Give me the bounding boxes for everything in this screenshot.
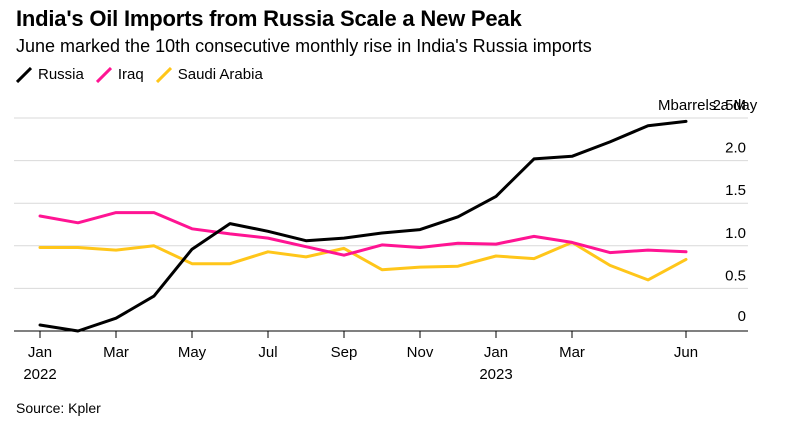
chart-legend: Russia Iraq Saudi Arabia bbox=[16, 66, 275, 83]
x-tick-label: Mar bbox=[103, 344, 129, 361]
legend-label-iraq: Iraq bbox=[117, 66, 144, 83]
x-tick-label: Sep bbox=[331, 344, 358, 361]
x-tick-label: Jul bbox=[258, 344, 277, 361]
chart-title: India's Oil Imports from Russia Scale a … bbox=[16, 6, 522, 31]
x-tick-label: May bbox=[178, 344, 207, 361]
y-tick-label: 1.5 bbox=[725, 182, 746, 199]
chart-subtitle: June marked the 10th consecutive monthly… bbox=[16, 36, 592, 56]
legend-label-saudi-arabia: Saudi Arabia bbox=[177, 66, 263, 83]
legend-label-russia: Russia bbox=[38, 66, 84, 83]
y-tick-label: 2.5M bbox=[713, 97, 746, 114]
legend-swatch-iraq bbox=[95, 66, 112, 83]
x-tick-year-label: 2022 bbox=[23, 366, 56, 383]
x-tick-label: Jan bbox=[28, 344, 52, 361]
legend-item-russia: Russia bbox=[16, 66, 84, 83]
y-tick-label: 1.0 bbox=[725, 225, 746, 242]
x-tick-label: Jan bbox=[484, 344, 508, 361]
x-tick-year-label: 2023 bbox=[479, 366, 512, 383]
legend-item-iraq: Iraq bbox=[95, 66, 144, 83]
y-axis-unit: Mbarrels a day bbox=[658, 97, 758, 114]
legend-item-saudi-arabia: Saudi Arabia bbox=[155, 66, 263, 83]
x-tick-label: Mar bbox=[559, 344, 585, 361]
legend-swatch-saudi-arabia bbox=[155, 66, 172, 83]
series-line-saudi-arabia bbox=[38, 240, 688, 282]
series-line-iraq bbox=[38, 211, 688, 257]
legend-swatch-russia bbox=[16, 66, 32, 83]
x-tick-label: Nov bbox=[407, 344, 434, 361]
y-tick-label: 0 bbox=[738, 308, 746, 325]
series-line-russia bbox=[38, 119, 688, 333]
y-tick-label: 2.0 bbox=[725, 140, 746, 157]
source-note: Source: Kpler bbox=[16, 400, 101, 416]
y-tick-label: 0.5 bbox=[725, 267, 746, 284]
x-tick-label: Jun bbox=[674, 344, 698, 361]
